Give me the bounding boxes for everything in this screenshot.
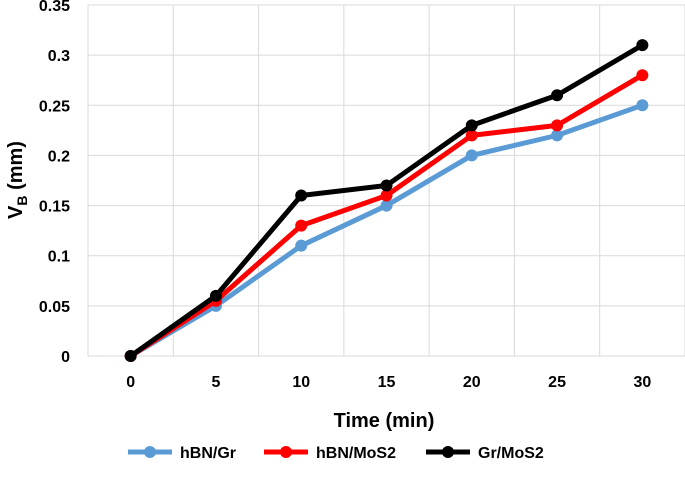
x-tick-label: 5 [211,374,220,391]
data-point [636,39,649,52]
legend-item: hBN/Gr [128,445,236,462]
series-lines [124,39,649,362]
data-point [551,129,564,142]
data-point [551,89,564,102]
axes [87,5,685,357]
data-point [465,119,478,132]
data-point [465,129,478,142]
data-point [209,289,222,302]
x-tick-labels: 0 5 10 15 20 25 30 [126,374,651,391]
legend-label: hBN/MoS2 [316,445,396,462]
series-hBN/Gr [124,99,649,362]
x-tick-label: 0 [126,374,135,391]
y-tick-label: 0.05 [39,299,70,316]
data-point [295,219,308,232]
data-point [636,69,649,82]
y-tick-label: 0.35 [39,0,70,15]
series-line [129,73,644,359]
y-tick-label: 0.1 [48,249,70,266]
data-point [380,179,393,192]
y-axis-title-subscript: B [14,195,30,205]
data-point [380,189,393,202]
x-tick-label: 10 [292,374,310,391]
y-tick-label: 0.3 [48,48,70,65]
y-tick-label: 0.25 [39,98,70,115]
series-hBN/MoS2 [124,69,649,362]
y-axis-title-unit: (mm) [5,141,27,195]
legend-label: Gr/MoS2 [478,445,544,462]
grid [88,4,685,356]
legend: hBN/Gr hBN/MoS2 Gr/MoS2 [128,445,544,462]
y-axis-title-main: V [5,205,27,219]
y-tick-label: 0.2 [48,148,70,165]
legend-marker [442,446,454,458]
y-axis-title: VB (mm) [5,141,30,219]
y-tick-label: 0.15 [39,199,70,216]
series-Gr/MoS2 [124,39,649,362]
y-tick-labels: 0 0.05 0.1 0.15 0.2 0.25 0.3 0.35 [39,0,70,366]
legend-label: hBN/Gr [180,445,236,462]
legend-marker [280,446,292,458]
x-tick-label: 15 [378,374,396,391]
data-point [636,99,649,112]
x-tick-label: 20 [463,374,481,391]
y-tick-label: 0 [61,349,70,366]
data-point [295,189,308,202]
x-tick-label: 25 [548,374,566,391]
legend-item: Gr/MoS2 [426,445,544,462]
series-line [129,102,644,359]
data-point [124,350,137,362]
x-axis-title: Time (min) [334,410,435,432]
legend-item: hBN/MoS2 [264,445,396,462]
data-point [295,239,308,252]
data-point [380,199,393,212]
data-point [551,119,564,132]
data-point [465,149,478,162]
x-tick-label: 30 [633,374,651,391]
legend-marker [144,446,156,458]
